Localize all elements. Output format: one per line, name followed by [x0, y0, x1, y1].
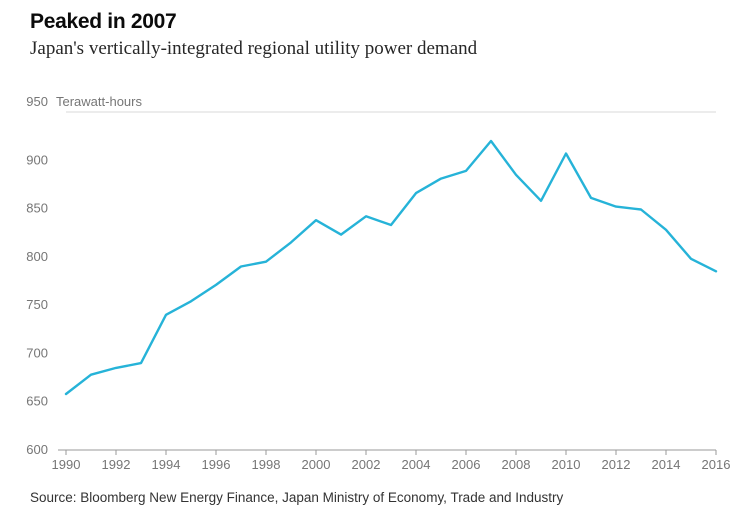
x-tick-label: 2016 — [702, 457, 731, 472]
x-tick-label: 1990 — [52, 457, 81, 472]
x-tick-label: 2006 — [452, 457, 481, 472]
x-tick-label: 2004 — [402, 457, 431, 472]
line-chart-svg: 600 650 700 750 800 850 900 950 Terawatt-hours 19… — [26, 94, 731, 472]
y-tick-label: 900 — [26, 152, 48, 167]
power-demand-line — [64, 139, 718, 396]
y-tick-label: 850 — [26, 201, 48, 216]
y-tick-label: 750 — [26, 297, 48, 312]
x-tick-label: 2008 — [502, 457, 531, 472]
y-axis-unit-label: Terawatt-hours — [56, 94, 142, 109]
chart-title: Peaked in 2007 — [30, 10, 177, 33]
y-tick-label: 950 — [26, 94, 48, 109]
x-tick-label: 1994 — [152, 457, 181, 472]
x-tick-label: 1992 — [102, 457, 131, 472]
x-tick-label: 1996 — [202, 457, 231, 472]
y-tick-label: 700 — [26, 345, 48, 360]
x-tick-label: 2010 — [552, 457, 581, 472]
y-tick-label: 650 — [26, 394, 48, 409]
x-tick-label: 2014 — [652, 457, 681, 472]
x-tick-label: 2012 — [602, 457, 631, 472]
source-note: Source: Bloomberg New Energy Finance, Ja… — [30, 490, 564, 505]
y-tick-label: 600 — [26, 442, 48, 457]
y-tick-label: 800 — [26, 249, 48, 264]
x-tick-label: 1998 — [252, 457, 281, 472]
x-tick-label: 2000 — [302, 457, 331, 472]
chart-subtitle: Japan's vertically-integrated regional u… — [30, 38, 478, 59]
x-tick-label: 2002 — [352, 457, 381, 472]
